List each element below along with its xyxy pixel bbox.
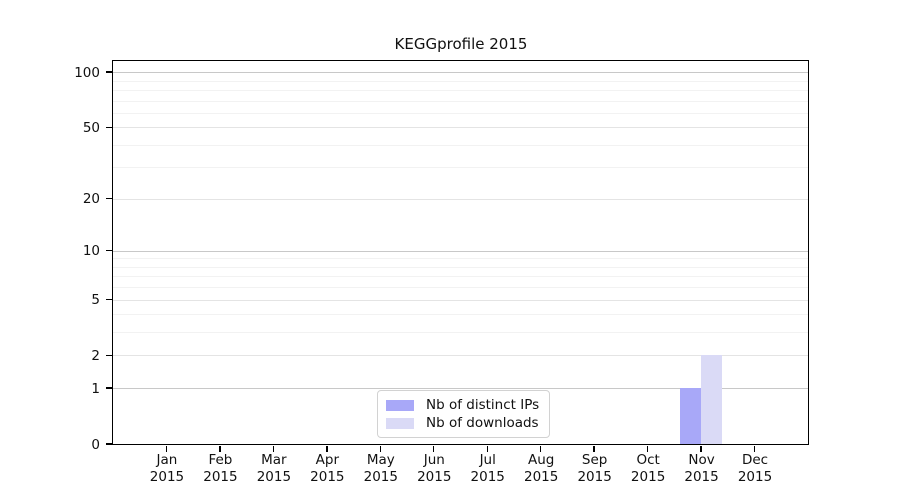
legend-label: Nb of distinct IPs (426, 397, 540, 413)
gridline-minor (113, 287, 808, 289)
x-tick-label-year: 2015 (310, 469, 345, 485)
gridline-major (113, 198, 808, 200)
x-tick-label: Jun 2015 (394, 452, 474, 486)
x-tick-label-month: May (366, 452, 395, 468)
gridline-minor (113, 266, 808, 268)
x-tick-label-year: 2015 (363, 469, 398, 485)
x-tick-label-month: Feb (208, 452, 233, 468)
y-axis-tick (105, 443, 112, 445)
y-axis-tick (105, 387, 112, 389)
gridline-minor (113, 100, 808, 102)
y-axis-tick (105, 126, 112, 128)
y-tick-label: 1 (91, 380, 100, 397)
x-axis-tick (326, 445, 328, 452)
legend-item: Nb of distinct IPs (386, 396, 539, 414)
x-tick-label-year: 2015 (577, 469, 612, 485)
gridline-major (113, 355, 808, 357)
x-tick-label-year: 2015 (684, 469, 719, 485)
y-tick-label: 100 (74, 64, 100, 81)
x-axis-tick (753, 445, 756, 452)
x-axis-tick (700, 445, 702, 452)
x-tick-label-year: 2015 (737, 469, 773, 485)
gridline-minor (113, 314, 808, 316)
x-axis-tick (379, 445, 381, 452)
y-axis-tick (105, 298, 112, 301)
gridline-minor (113, 112, 808, 114)
y-tick-label: 50 (82, 119, 100, 136)
y-axis-tick (105, 71, 112, 73)
x-axis-tick (165, 445, 168, 452)
x-axis-tick (593, 445, 595, 452)
x-axis-tick (433, 445, 435, 452)
x-axis-tick (539, 445, 542, 452)
x-tick-label: Oct 2015 (608, 452, 688, 486)
x-tick-label: Nov 2015 (662, 452, 742, 486)
x-axis-tick (646, 445, 649, 452)
x-axis-tick (272, 445, 275, 452)
y-axis-tick (105, 198, 112, 200)
x-tick-label: Feb 2015 (180, 452, 260, 486)
x-tick-label-month: Nov (688, 452, 715, 468)
legend: Nb of distinct IPs Nb of downloads (377, 390, 551, 438)
y-tick-label: 2 (91, 347, 100, 364)
gridline-major (113, 127, 808, 129)
x-tick-label-year: 2015 (630, 469, 666, 485)
chart-title: KEGGprofile 2015 (394, 35, 528, 53)
x-tick-label-month: Sep (581, 452, 608, 468)
gridline-minor (113, 258, 808, 260)
y-tick-label: 20 (82, 191, 100, 208)
gridline-major (113, 72, 808, 74)
x-tick-label: Sep 2015 (555, 452, 635, 486)
legend-item: Nb of downloads (386, 414, 539, 432)
legend-swatch (386, 417, 414, 429)
x-tick-label-month: Mar (261, 452, 287, 468)
x-tick-label-month: Jul (479, 452, 496, 468)
x-tick-label-year: 2015 (524, 469, 559, 485)
x-tick-label-month: Aug (528, 452, 555, 468)
x-tick-label-year: 2015 (203, 469, 238, 485)
x-tick-label: Jul 2015 (448, 452, 528, 486)
bar-nb-of-distinct-ips (680, 388, 702, 444)
y-tick-label: 10 (82, 243, 100, 260)
x-axis-tick (219, 445, 221, 452)
gridline-major (113, 388, 808, 390)
gridline-minor (113, 167, 808, 169)
x-tick-label-month: Dec (741, 452, 769, 468)
gridline-minor (113, 89, 808, 91)
legend-swatch (386, 399, 414, 411)
x-axis-tick (486, 445, 488, 452)
y-axis-tick (105, 250, 112, 252)
y-tick-label: 5 (91, 292, 100, 309)
x-tick-label-month: Apr (315, 452, 340, 468)
x-tick-label: Jan 2015 (127, 452, 207, 486)
x-tick-label: Mar 2015 (234, 452, 314, 486)
x-tick-label-year: 2015 (256, 469, 292, 485)
x-tick-label: May 2015 (341, 452, 421, 486)
x-tick-label: Dec 2015 (715, 452, 795, 486)
plot-area: Nb of distinct IPs Nb of downloads (105, 60, 809, 452)
legend-label: Nb of downloads (426, 415, 539, 431)
x-tick-label-month: Jun (423, 452, 445, 468)
gridline-major (113, 250, 808, 252)
x-tick-label-year: 2015 (417, 469, 452, 485)
y-tick-label: 0 (91, 436, 100, 453)
x-tick-label-year: 2015 (149, 469, 185, 485)
gridline-major (113, 299, 808, 301)
gridline-minor (113, 332, 808, 334)
y-axis-tick (105, 354, 112, 357)
x-tick-label: Aug 2015 (501, 452, 581, 486)
x-tick-label: Apr 2015 (287, 452, 367, 486)
gridline-minor (113, 144, 808, 146)
x-tick-label-month: Oct (636, 452, 660, 468)
gridline-minor (113, 276, 808, 278)
x-tick-label-month: Jan (156, 452, 178, 468)
x-tick-label-year: 2015 (470, 469, 505, 485)
gridline-minor (113, 80, 808, 82)
bar-nb-of-downloads (701, 355, 723, 444)
